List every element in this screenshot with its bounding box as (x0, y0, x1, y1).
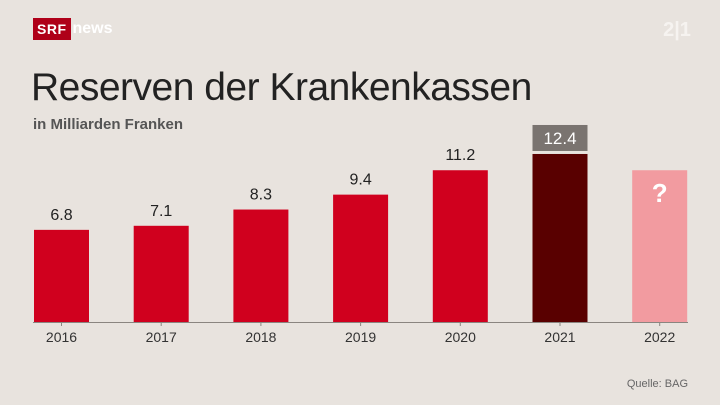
x-tick-label-2021: 2021 (544, 329, 575, 345)
data-label-2020: 11.2 (445, 147, 475, 164)
srf-news-logo: SRF news (33, 18, 113, 40)
bar-2016 (34, 229, 89, 322)
bar-2021 (532, 153, 588, 322)
x-tick-label-2016: 2016 (46, 329, 77, 345)
source-note: Quelle: BAG (626, 378, 688, 390)
srf-logo-mark: SRF (33, 18, 71, 40)
x-tick-label-2019: 2019 (345, 329, 376, 345)
channel-watermark-icon: 2|1 (663, 19, 691, 41)
bar-2019 (333, 194, 389, 322)
bar-2020 (432, 170, 488, 322)
x-tick-label-2020: 2020 (445, 329, 476, 345)
data-label-2016: 6.8 (50, 207, 72, 224)
data-label-box-2021 (532, 124, 588, 151)
data-label-2022: ? (652, 178, 668, 208)
data-label-2017: 7.1 (150, 203, 172, 220)
chart-subtitle: in Milliarden Franken (33, 116, 184, 133)
bar-2017 (133, 225, 189, 322)
bar-2022 (632, 170, 688, 322)
x-tick-label-2018: 2018 (245, 329, 276, 345)
data-label-2018: 8.3 (250, 187, 272, 204)
x-tick-label-2022: 2022 (644, 329, 675, 345)
x-tick-label-2017: 2017 (146, 329, 177, 345)
chart-title: Reserven der Krankenkassen (31, 66, 532, 109)
bar-2018 (233, 209, 289, 322)
news-logo-text: news (72, 20, 113, 37)
data-label-2021: 12.4 (543, 129, 576, 148)
data-label-2019: 9.4 (349, 172, 371, 189)
